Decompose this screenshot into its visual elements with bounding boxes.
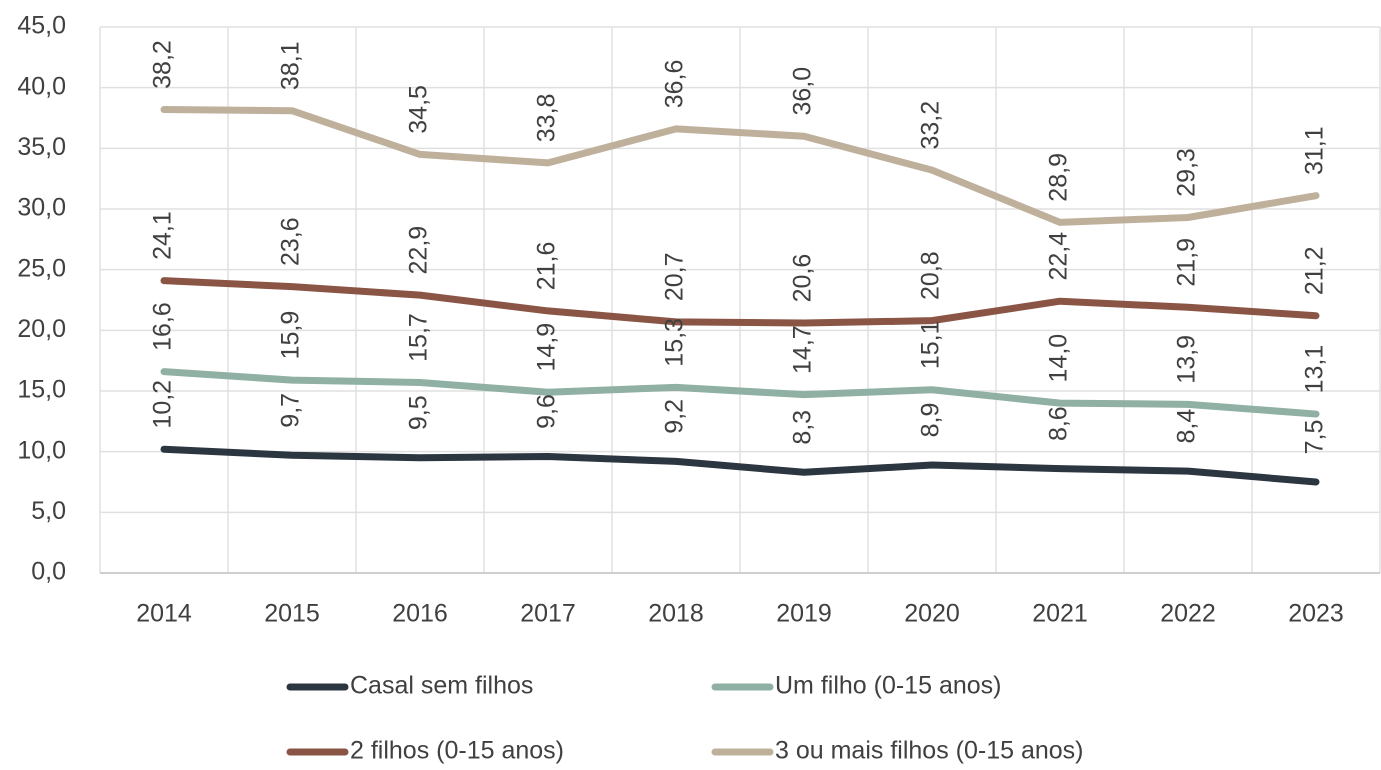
data-label: 8,6 — [1045, 406, 1073, 441]
y-tick-label: 35,0 — [17, 133, 66, 161]
x-tick-label: 2018 — [648, 600, 704, 628]
data-label: 9,5 — [405, 395, 433, 430]
data-label: 15,1 — [917, 320, 945, 369]
data-label: 34,5 — [405, 85, 433, 134]
data-label: 10,2 — [149, 380, 177, 429]
x-tick-label: 2022 — [1160, 600, 1216, 628]
data-label: 21,2 — [1301, 246, 1329, 295]
y-tick-label: 0,0 — [31, 558, 66, 586]
x-tick-label: 2019 — [776, 600, 832, 628]
y-tick-label: 45,0 — [17, 12, 66, 40]
data-label: 29,3 — [1173, 148, 1201, 197]
series-line — [160, 277, 1320, 327]
data-label: 15,7 — [405, 313, 433, 362]
data-label: 13,1 — [1301, 345, 1329, 394]
data-label: 21,6 — [533, 242, 561, 291]
legend-label: 2 filhos (0-15 anos) — [350, 737, 564, 765]
data-label: 15,3 — [661, 318, 689, 367]
x-tick-label: 2020 — [904, 600, 960, 628]
data-label: 28,9 — [1045, 153, 1073, 202]
data-label: 8,4 — [1173, 409, 1201, 444]
legend-label: 3 ou mais filhos (0-15 anos) — [775, 737, 1083, 765]
data-label: 13,9 — [1173, 335, 1201, 384]
data-label: 36,0 — [789, 67, 817, 116]
data-label: 14,7 — [789, 325, 817, 374]
data-label: 31,1 — [1301, 126, 1329, 175]
data-label: 22,9 — [405, 226, 433, 275]
y-tick-label: 10,0 — [17, 436, 66, 464]
data-label: 7,5 — [1301, 420, 1329, 455]
data-label: 38,2 — [149, 40, 177, 89]
x-tick-label: 2021 — [1032, 600, 1088, 628]
x-tick-label: 2015 — [264, 600, 320, 628]
data-label: 33,2 — [917, 101, 945, 150]
data-label: 9,2 — [661, 399, 689, 434]
x-tick-label: 2017 — [520, 600, 576, 628]
data-label: 36,6 — [661, 60, 689, 109]
data-label: 38,1 — [277, 41, 305, 90]
data-label: 15,9 — [277, 311, 305, 360]
data-label: 20,7 — [661, 253, 689, 302]
data-label: 20,6 — [789, 254, 817, 303]
data-label: 23,6 — [277, 217, 305, 266]
series-line — [160, 368, 1320, 418]
x-tick-label: 2016 — [392, 600, 448, 628]
x-tick-label: 2023 — [1288, 600, 1344, 628]
x-tick-label: 2014 — [136, 600, 192, 628]
data-label: 22,4 — [1045, 232, 1073, 281]
data-label: 21,9 — [1173, 238, 1201, 287]
data-label: 24,1 — [149, 211, 177, 260]
data-label: 14,9 — [533, 323, 561, 372]
data-label: 8,9 — [917, 403, 945, 438]
series-line — [160, 445, 1320, 486]
legend-label: Um filho (0-15 anos) — [775, 672, 1001, 700]
data-label: 9,7 — [277, 393, 305, 428]
data-label: 8,3 — [789, 410, 817, 445]
y-tick-label: 40,0 — [17, 72, 66, 100]
data-label: 14,0 — [1045, 334, 1073, 383]
data-label: 9,6 — [533, 394, 561, 429]
data-label: 20,8 — [917, 251, 945, 300]
series-line — [160, 106, 1320, 226]
y-tick-label: 20,0 — [17, 315, 66, 343]
legend-label: Casal sem filhos — [350, 672, 533, 700]
data-label: 33,8 — [533, 94, 561, 143]
y-tick-label: 30,0 — [17, 194, 66, 222]
y-tick-label: 15,0 — [17, 376, 66, 404]
y-tick-label: 5,0 — [31, 497, 66, 525]
data-label: 16,6 — [149, 302, 177, 351]
y-tick-label: 25,0 — [17, 254, 66, 282]
